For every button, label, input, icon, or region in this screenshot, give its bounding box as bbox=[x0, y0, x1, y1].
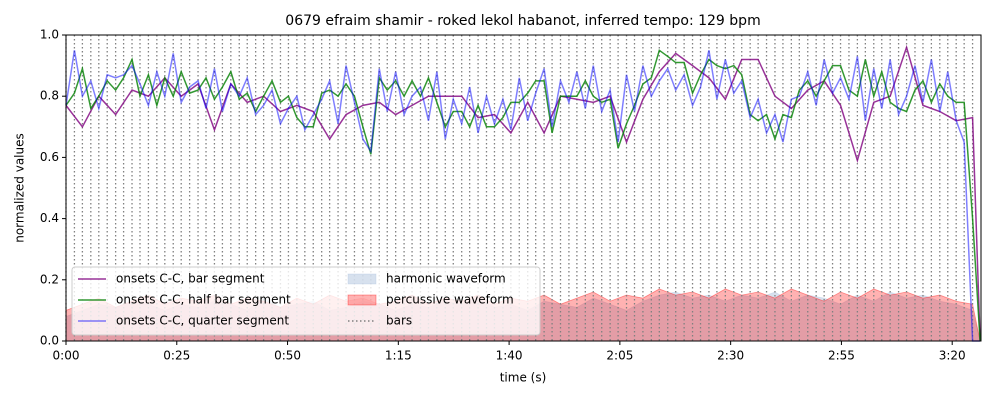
y-tick-label: 0.8 bbox=[40, 89, 59, 103]
x-tick-label: 0:00 bbox=[53, 349, 80, 363]
x-axis-label: time (s) bbox=[500, 371, 547, 385]
y-tick-label: 0.0 bbox=[40, 334, 59, 348]
legend-label: harmonic waveform bbox=[386, 272, 506, 286]
legend-label: bars bbox=[386, 314, 412, 328]
legend-label: onsets C-C, half bar segment bbox=[116, 293, 291, 307]
y-tick-label: 1.0 bbox=[40, 28, 59, 42]
y-tick-label: 0.4 bbox=[40, 211, 59, 225]
x-tick-label: 0:25 bbox=[163, 349, 190, 363]
x-tick-label: 2:05 bbox=[606, 349, 633, 363]
legend-label: onsets C-C, bar segment bbox=[116, 272, 265, 286]
line bbox=[65, 44, 981, 342]
x-tick-label: 2:30 bbox=[717, 349, 744, 363]
plot-frame bbox=[65, 34, 982, 342]
x-tick-label: 2:55 bbox=[828, 349, 855, 363]
y-tick-label: 0.6 bbox=[40, 150, 59, 164]
y-axis-label: normalized values bbox=[13, 133, 27, 243]
legend-label: percussive waveform bbox=[386, 293, 514, 307]
x-tick-label: 1:15 bbox=[385, 349, 412, 363]
x-tick-label: 0:50 bbox=[274, 349, 301, 363]
chart-title: 0679 efraim shamir - roked lekol habanot… bbox=[285, 13, 760, 29]
legend-swatch bbox=[347, 273, 377, 285]
legend-box bbox=[71, 266, 541, 336]
legend-swatch bbox=[347, 294, 377, 306]
x-tick-label: 1:40 bbox=[496, 349, 523, 363]
line bbox=[65, 50, 981, 342]
y-tick-label: 0.2 bbox=[40, 272, 59, 286]
legend-label: onsets C-C, quarter segment bbox=[116, 314, 289, 328]
x-tick-label: 3:20 bbox=[939, 349, 966, 363]
